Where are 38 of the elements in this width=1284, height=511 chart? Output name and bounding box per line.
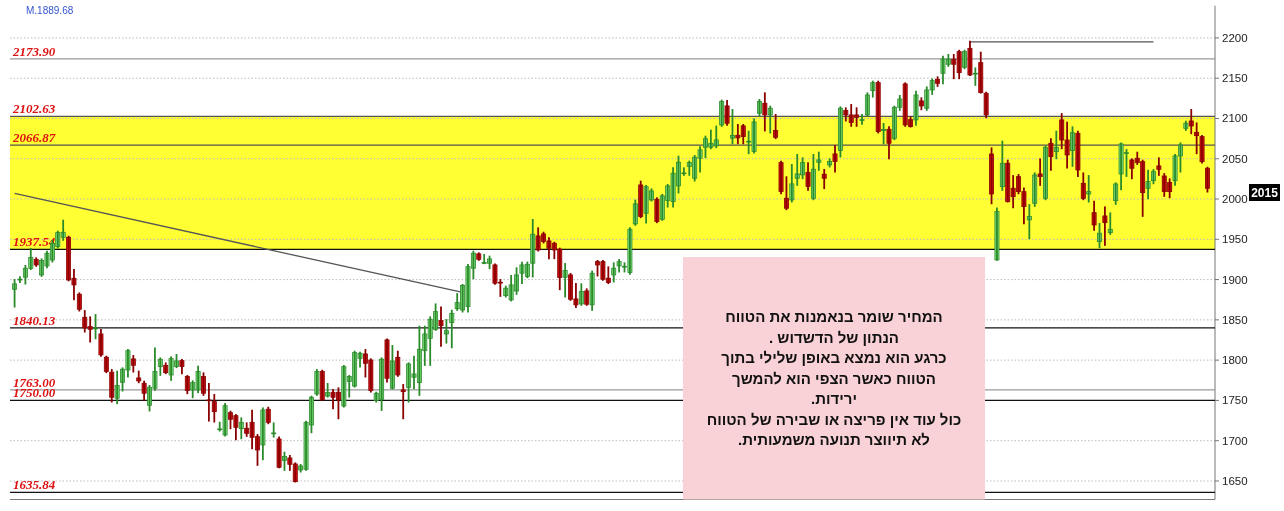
y-tick-label: 1900 (1222, 273, 1248, 286)
ref-line-label: 2066.87 (12, 130, 56, 146)
candlestick (881, 122, 887, 145)
candlestick (1156, 157, 1162, 176)
ref-line-label: 1763.00 (13, 374, 56, 390)
candlestick (206, 383, 212, 422)
y-tick-label: 2000 (1222, 193, 1248, 206)
y-tick-label: 2200 (1222, 31, 1248, 44)
candlestick (1037, 158, 1043, 186)
candlestick (730, 109, 735, 145)
y-tick-label: 2150 (1222, 72, 1248, 85)
y-tick-label: 1650 (1222, 474, 1248, 487)
y-tick-label: 2050 (1222, 152, 1248, 165)
y-tick-label: 1950 (1222, 233, 1248, 246)
candlestick (93, 314, 98, 340)
candlestick (859, 114, 865, 125)
annotation: M.1889.68 (26, 5, 74, 16)
candlestick (33, 257, 39, 267)
annotation: המחיר שומר בנאמנות את הטווח (725, 308, 943, 325)
y-tick-label: 2100 (1222, 112, 1248, 125)
ref-line-label: 2102.63 (12, 101, 56, 117)
y-tick-label: 1750 (1222, 394, 1248, 407)
annotation: לא תיווצר תנועה משמעותית. (738, 431, 930, 448)
ref-line-label: 1937.54 (13, 234, 56, 250)
candlestick (816, 151, 822, 171)
text: 2015 (1251, 186, 1279, 200)
y-tick-label: 1850 (1222, 313, 1248, 326)
annotation: הנתון של הדשדוש . (768, 328, 900, 346)
y-tick-label: 1800 (1222, 354, 1248, 367)
annotation: כרגע הוא נמצא באופן שלילי בתוך (721, 349, 947, 366)
ref-line-label: 1635.84 (13, 477, 56, 493)
ref-line-label: 1840.13 (13, 312, 56, 328)
annotation: כול עוד אין פריצה או שבירה של הטווח (706, 410, 962, 428)
ref-line-label: 2173.90 (12, 43, 56, 59)
annotation: הטווח כאשר הצפי הוא להמשך (732, 369, 936, 387)
candlestick (12, 279, 18, 308)
annotation: ירידות. (811, 390, 857, 407)
y-tick-label: 1700 (1222, 434, 1248, 447)
